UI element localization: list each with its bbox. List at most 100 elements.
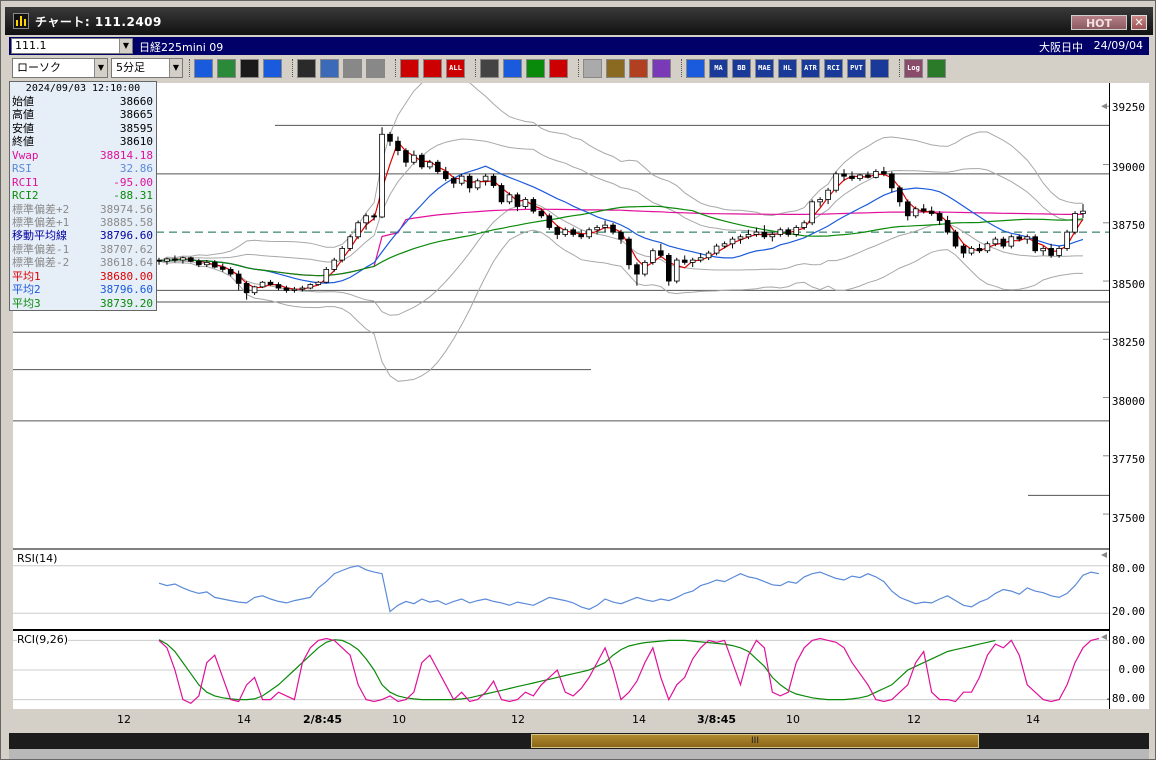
symbol-info-bar: 111.1 ▼ 日経225mini 09 大阪日中 24/09/04 <box>9 37 1149 55</box>
title-bar[interactable]: チャート: 111.2409 HOT ✕ <box>5 7 1153 35</box>
scrollbar-thumb[interactable]: III <box>531 734 979 748</box>
tool-undo-icon[interactable] <box>320 58 339 78</box>
tool-ma-icon[interactable]: MA <box>709 58 728 78</box>
candle-body <box>992 238 999 245</box>
candle-body <box>331 259 338 270</box>
candle-body <box>490 175 497 186</box>
tool-blank-icon[interactable] <box>583 58 602 78</box>
candle-body <box>578 234 584 238</box>
candle-body <box>546 215 553 228</box>
tool-bars-icon[interactable] <box>526 58 545 78</box>
tool-crosshair-icon[interactable] <box>217 58 236 78</box>
tool-zoom-icon[interactable] <box>194 58 213 78</box>
candle-body <box>172 258 178 261</box>
candle-body <box>825 189 831 200</box>
tool-print-icon[interactable] <box>343 58 362 78</box>
candle-body <box>705 252 712 259</box>
tool-settings-icon[interactable] <box>606 58 625 78</box>
candle-body <box>721 243 728 247</box>
tool-hl-icon[interactable]: HL <box>778 58 797 78</box>
chart-scrollbar[interactable]: III <box>9 733 1149 749</box>
tool-label: MAE <box>758 64 771 72</box>
candle-body <box>458 175 465 184</box>
candle-body <box>849 175 855 179</box>
candle-body <box>1072 213 1078 233</box>
candle-body <box>897 187 903 203</box>
tool-pvt-icon[interactable]: PVT <box>847 58 866 78</box>
rci2-line <box>158 639 996 701</box>
tool-all-icon[interactable]: ALL <box>446 58 465 78</box>
symbol-name: 日経225mini 09 <box>139 41 224 54</box>
time-tick-label: 12 <box>511 713 525 726</box>
chevron-down-icon[interactable]: ▼ <box>94 59 107 77</box>
tool-zoom-in-icon[interactable] <box>503 58 522 78</box>
tool-atr-icon[interactable]: ATR <box>801 58 820 78</box>
chevron-down-icon[interactable]: ▼ <box>169 59 182 77</box>
data-window-value: 38665 <box>119 108 153 122</box>
candle-body <box>984 243 991 252</box>
candle-body <box>283 287 290 291</box>
toolbar-separator <box>189 59 191 77</box>
std-band-line <box>158 202 1083 316</box>
interval-value: 5分足 <box>116 61 145 74</box>
time-tick-label: 10 <box>786 713 800 726</box>
candle-body <box>881 171 887 175</box>
candle-body <box>347 236 353 249</box>
chevron-down-icon[interactable]: ▼ <box>119 39 132 53</box>
candle-body <box>379 133 385 218</box>
data-window-value: 38660 <box>119 95 153 108</box>
data-window-row: RCI1 -95.00 <box>10 176 156 189</box>
chart-plot-area[interactable]: RSI(14) RCI(9,26) <box>13 83 1109 709</box>
chart-type-select[interactable]: ローソク ▼ <box>12 58 108 78</box>
tool-indicator-icon[interactable] <box>686 58 705 78</box>
price-tick-label: 38750 <box>1111 219 1145 232</box>
tool-candle-narrow-icon[interactable] <box>400 58 419 78</box>
interval-select[interactable]: 5分足 ▼ <box>111 58 183 78</box>
price-axis[interactable]: 39250 39000 38750 38500 38250 38000 3775… <box>1105 83 1149 709</box>
close-icon[interactable]: ✕ <box>1131 15 1147 30</box>
tool-paint-icon[interactable] <box>629 58 648 78</box>
tool-redline-icon[interactable] <box>549 58 568 78</box>
hot-button[interactable]: HOT <box>1071 15 1127 30</box>
tool-arrow-down-icon[interactable] <box>480 58 499 78</box>
toolbar-separator <box>292 59 294 77</box>
ma3-line <box>158 205 1084 277</box>
tool-palette-icon[interactable] <box>652 58 671 78</box>
tool-mae-icon[interactable]: MAE <box>755 58 774 78</box>
data-window-value: 32.86 <box>119 162 153 176</box>
symbol-code-select[interactable]: 111.1 ▼ <box>11 38 133 54</box>
chart-app-icon <box>13 13 29 29</box>
std-band-line <box>158 83 1083 262</box>
tool-candle-wide-icon[interactable] <box>423 58 442 78</box>
data-window-timestamp: 2024/09/03 12:10:00 <box>25 83 141 94</box>
tool-clipboard-icon[interactable] <box>366 58 385 78</box>
tool-cursor-icon[interactable] <box>297 58 316 78</box>
toolbar-separator <box>899 59 901 77</box>
candle-body <box>729 238 736 245</box>
tool-trendline-icon[interactable] <box>240 58 259 78</box>
toolbar-separator <box>395 59 397 77</box>
data-window-value: -95.00 <box>113 175 153 189</box>
tool-label: BB <box>737 64 746 72</box>
tool-frame-icon[interactable] <box>870 58 889 78</box>
chart-canvas[interactable] <box>13 83 1109 709</box>
candle-body <box>227 268 234 275</box>
time-tick-label: 12 <box>117 713 131 726</box>
data-window-value: 38618.64 <box>100 256 153 270</box>
std-band-line <box>158 229 1083 382</box>
candle-body <box>658 250 664 256</box>
time-tick-label: 12 <box>907 713 921 726</box>
candle-body <box>219 266 226 270</box>
tool-bb-icon[interactable]: BB <box>732 58 751 78</box>
time-axis: 12 14 2/8:45 10 12 14 3/8:45 10 12 14 <box>13 709 1109 731</box>
candle-body <box>156 259 162 262</box>
candle-body <box>395 140 401 151</box>
tool-export-icon[interactable] <box>927 58 946 78</box>
data-window[interactable]: 2024/09/03 12:10:00 始値 38660 高値 38665 安値 3859… <box>9 81 157 311</box>
candle-body <box>697 257 704 261</box>
tool-rci-icon[interactable]: RCI <box>824 58 843 78</box>
tool-drawing-icon[interactable] <box>263 58 282 78</box>
tool-log-icon[interactable]: Log <box>904 58 923 78</box>
price-tick-label: 38000 <box>1111 395 1145 408</box>
candle-body <box>427 161 433 168</box>
